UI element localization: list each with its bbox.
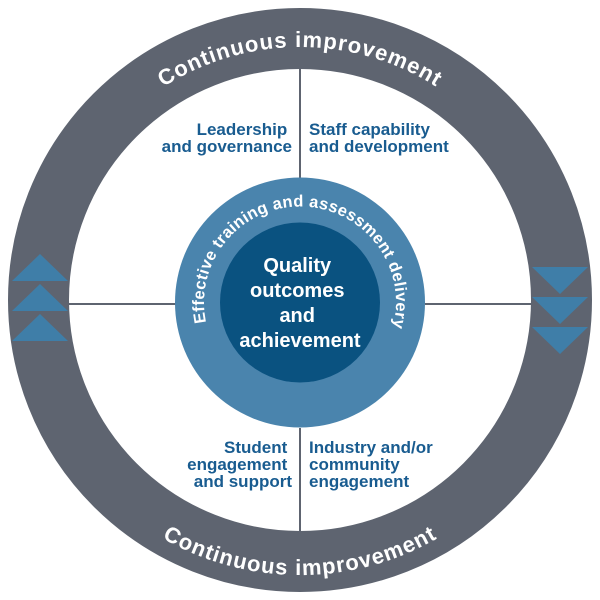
quadrant-label-bottom-left: Student engagement and support xyxy=(187,438,292,491)
right-flow-arrows xyxy=(532,267,588,354)
quadrant-label-bottom-right: Industry and/or community engagement xyxy=(309,438,437,491)
quadrant-label-line: engagement xyxy=(187,455,287,474)
left-flow-arrows xyxy=(12,254,68,341)
center-label-line: Quality xyxy=(263,255,332,277)
quadrant-label-top-left: Leadership and governance xyxy=(162,120,292,156)
quadrant-label-line: Student xyxy=(224,438,288,457)
quadrant-label-top-right: Staff capability and development xyxy=(309,120,449,156)
quadrant-label-line: and support xyxy=(194,472,293,491)
quadrant-label-line: Leadership xyxy=(197,120,288,139)
quadrant-label-line: and governance xyxy=(162,137,292,156)
quadrant-label-line: Staff capability xyxy=(309,120,430,139)
quadrant-label-line: Industry and/or xyxy=(309,438,433,457)
center-label-line: and xyxy=(279,305,315,327)
center-circle-label: Quality outcomes and achievement xyxy=(239,255,361,352)
arrow-up-icon xyxy=(12,254,68,281)
arrow-up-icon xyxy=(12,284,68,311)
quadrant-label-line: engagement xyxy=(309,472,409,491)
center-circle xyxy=(220,222,380,383)
arrow-down-icon xyxy=(532,297,588,324)
center-label-line: achievement xyxy=(239,330,361,352)
quadrant-label-line: community xyxy=(309,455,400,474)
arrow-down-icon xyxy=(532,267,588,294)
arrow-down-icon xyxy=(532,327,588,354)
quadrant-label-line: and development xyxy=(309,137,449,156)
center-label-line: outcomes xyxy=(250,280,344,302)
arrow-up-icon xyxy=(12,314,68,341)
